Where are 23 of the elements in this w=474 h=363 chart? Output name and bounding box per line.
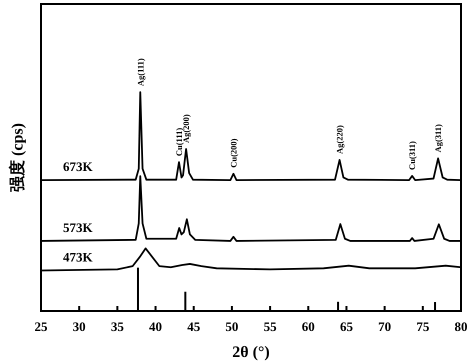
x-tick-label: 55 [264,319,278,334]
series-label: 673K [63,159,94,174]
series-label: 473K [63,250,94,265]
x-axis-title: 2θ (°) [232,344,270,361]
x-tick-label: 70 [378,319,392,334]
annotation: Ag(111) [135,58,146,86]
x-tick-label: 25 [34,319,48,334]
x-tick-label: 65 [340,319,354,334]
x-tick-label: 30 [72,319,86,334]
annotation: Cu(111) [174,128,184,156]
x-tick-label: 50 [225,319,238,334]
x-tick-label: 35 [110,319,124,334]
annotation: Cu(200) [228,138,238,168]
x-tick-label: 60 [302,319,315,334]
x-tick-label: 80 [454,319,468,334]
y-axis-title: 强度 (cps) [8,123,26,192]
x-tick-label: 40 [149,319,162,334]
annotation: Ag(220) [334,124,345,154]
annotation: Cu(311) [407,140,418,170]
x-tick-label: 75 [416,319,430,334]
x-tick-label: 45 [187,319,201,334]
series-label: 573K [63,220,94,235]
annotation: Ag(311) [433,124,444,152]
